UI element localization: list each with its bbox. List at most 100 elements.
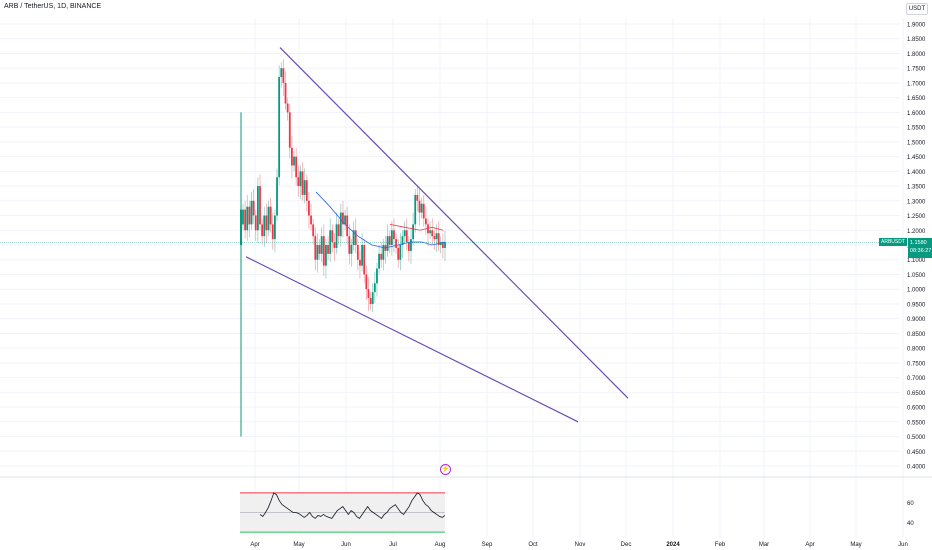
candle-body — [405, 230, 408, 243]
currency-selector[interactable]: USDT — [906, 3, 928, 15]
candle-body — [350, 245, 353, 254]
candle-body — [431, 230, 434, 237]
candle-body — [420, 203, 423, 213]
candle-body — [312, 224, 315, 237]
price-tick-label: 1.8500 — [907, 37, 926, 43]
time-tick-label: Mar — [759, 542, 769, 548]
candle-body — [337, 224, 340, 237]
candle-body — [299, 171, 302, 187]
lightning-icon[interactable]: ⚡ — [440, 464, 451, 475]
candle-body — [412, 224, 415, 240]
price-tag-symbol: ARBUSDT — [879, 238, 907, 246]
candle-body — [437, 233, 440, 245]
candle-body — [265, 215, 268, 231]
candle-body — [325, 245, 327, 266]
candle-body — [267, 206, 270, 231]
candle-body — [361, 245, 363, 266]
candle-body — [441, 242, 444, 248]
price-tick-label: 1.4500 — [907, 155, 926, 161]
time-tick-label: Dec — [621, 542, 632, 548]
candle-body — [320, 236, 323, 254]
time-tick-label: Nov — [575, 542, 586, 548]
candle-body — [282, 68, 285, 83]
candle-body — [390, 230, 393, 245]
candle-body — [376, 268, 378, 284]
price-tick-label: 1.1000 — [907, 258, 926, 264]
candle-body — [444, 242, 446, 248]
price-tag-values: 1.1580 08:36:27 — [907, 238, 932, 258]
candle-body — [359, 259, 361, 266]
candle-body — [435, 233, 438, 240]
candle-body — [333, 242, 336, 248]
time-tick-label: Jun — [341, 542, 351, 548]
candle-body — [397, 247, 400, 260]
price-tick-label: 1.7000 — [907, 81, 926, 87]
price-tick-label: 1.6500 — [907, 96, 926, 102]
candle-body — [286, 103, 289, 113]
candle-body — [433, 236, 436, 240]
candle-body — [416, 194, 419, 201]
candle-body — [276, 177, 278, 216]
time-tick-label: Apr — [250, 542, 259, 548]
candle-body — [250, 200, 253, 225]
price-tick-label: 1.0500 — [907, 273, 926, 279]
candle-body — [291, 147, 293, 166]
candle-body — [344, 215, 346, 225]
candle-body — [240, 209, 242, 245]
candles — [240, 59, 446, 437]
price-tick-label: 0.5500 — [907, 420, 926, 426]
trendlines — [245, 47, 629, 423]
time-axis[interactable]: Apr May Jun Jul Aug Sep Oct Nov Dec 2024 Feb Mar Apr… — [250, 542, 908, 548]
candle-body — [342, 212, 344, 225]
candle-body — [310, 215, 312, 225]
candle-body — [248, 206, 251, 225]
symbol-title[interactable]: ARB / TetherUS, 1D, BINANCE — [4, 3, 102, 10]
candle-body — [352, 230, 355, 245]
price-tick-label: 0.9000 — [907, 317, 926, 323]
candle-body — [414, 194, 417, 225]
candle-body — [288, 112, 291, 148]
candle-body — [401, 236, 404, 245]
price-tick-label: 0.6500 — [907, 391, 926, 397]
price-axis[interactable]: 1.9000 1.8500 1.8000 1.7500 1.7000 1.6500 1.60… — [907, 23, 926, 471]
candle-body — [367, 289, 370, 299]
price-tick-label: 1.6000 — [907, 111, 926, 117]
rsi-line — [259, 492, 446, 519]
candle-body — [365, 274, 368, 290]
price-tick-label: 1.2000 — [907, 229, 926, 235]
price-tick-label: 0.9500 — [907, 302, 926, 308]
trendline-lower — [245, 256, 579, 423]
candle-body — [331, 230, 334, 243]
time-tick-label: May — [850, 542, 861, 548]
candle-body — [303, 180, 306, 195]
price-tick-label: 1.7500 — [907, 67, 926, 73]
candle-body — [388, 236, 391, 245]
price-tick-label: 1.9000 — [907, 23, 926, 29]
price-tick-label: 1.3000 — [907, 199, 926, 205]
candle-body — [439, 242, 442, 245]
candle-body — [271, 224, 274, 240]
candle-body — [327, 245, 329, 254]
candle-body — [371, 292, 374, 304]
candle-body — [318, 245, 321, 254]
candle-body — [244, 209, 247, 231]
candle-body — [284, 82, 287, 104]
candle-body — [280, 68, 283, 78]
candle-body — [246, 206, 249, 231]
candle-body — [427, 224, 429, 234]
candle-body — [259, 186, 261, 225]
candle-body — [308, 200, 310, 216]
time-tick-label: Oct — [528, 542, 538, 548]
candle-body — [399, 245, 402, 260]
candle-body — [335, 224, 338, 248]
candle-body — [386, 236, 389, 251]
price-tick-label: 0.8000 — [907, 347, 926, 353]
ma-line-red — [389, 223, 444, 231]
price-tick-label: 0.7000 — [907, 376, 926, 382]
candle-body — [242, 209, 244, 225]
price-tick-label: 1.4000 — [907, 170, 926, 176]
candle-body — [254, 215, 257, 231]
